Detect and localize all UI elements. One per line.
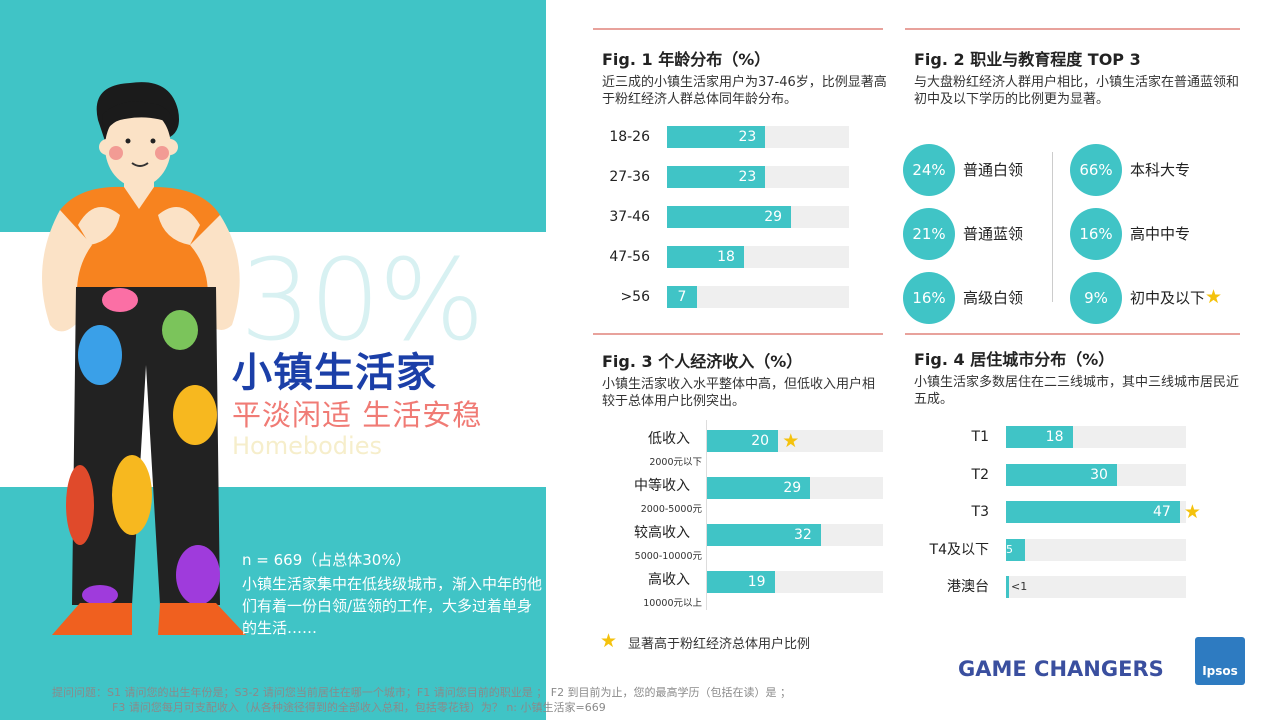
percent-circle: 16% [903, 272, 955, 324]
data-label: 29 [764, 209, 783, 225]
bar: 7 [667, 286, 697, 308]
data-label: 18 [717, 249, 735, 265]
legend-star-icon: ★ [600, 630, 618, 652]
fig2-title: Fig. 2 职业与教育程度 TOP 3 [914, 50, 1141, 69]
circle-label: 本科大专 [1130, 161, 1191, 179]
bar-sublabel: 2000-5000元 [640, 504, 702, 515]
source-note: 提问问题：S1 请问您的出生年份是；S3-2 请问您当前居住在哪一个城市；F1 … [52, 685, 852, 715]
person-illustration [42, 82, 246, 635]
bar: 18 [1006, 426, 1073, 448]
data-label: 19 [747, 574, 766, 590]
fig4-chart: T1 18 T2 30 T3 47 ★ T4及以下 5 港澳台 <1 [905, 426, 1205, 606]
star-icon: ★ [782, 430, 800, 452]
fig3-axis [706, 420, 707, 610]
percent-circle: 9% [1070, 272, 1122, 324]
bar-track [1006, 576, 1186, 598]
segment-title: 小镇生活家 [232, 350, 437, 396]
bar-label: T4及以下 [929, 541, 989, 558]
fig2-divider [1052, 152, 1053, 302]
bar-label: 低收入 [648, 431, 690, 447]
bar: 23 [667, 126, 766, 148]
bar: 30 [1006, 463, 1117, 486]
fig3-top-rule [593, 333, 883, 335]
bar-track [1006, 538, 1186, 561]
bar-label: T1 [971, 429, 989, 445]
fig3-chart: 低收入 2000元以下 20 ★ 中等收入 2000-5000元 29 较高收入 5000-10… [592, 430, 892, 620]
fig4-subtitle: 小镇生活家多数居住在二三线城市，其中三线城市居民近五成。 [914, 375, 1240, 407]
bar-label: T3 [971, 504, 989, 520]
bar-label: >56 [620, 289, 650, 305]
ipsos-logo [1195, 637, 1245, 685]
star-icon: ★ [1205, 286, 1223, 308]
circle-label: 普通白领 [963, 161, 1024, 179]
data-label: <1 [1011, 580, 1028, 593]
data-label: 23 [738, 169, 757, 185]
segment-sample-size: n = 669（占总体30%） [242, 551, 411, 569]
bar: 5 [1006, 538, 1025, 561]
bar: 18 [667, 246, 745, 268]
data-label: 5 [1006, 542, 1013, 556]
circle-label: 普通蓝领 [963, 225, 1024, 243]
bar-track [667, 286, 849, 308]
bar-label: 47-56 [609, 249, 650, 265]
bar: 20 [707, 430, 779, 452]
bar-label: 18-26 [609, 129, 650, 145]
data-label: 20 [751, 433, 770, 449]
bar-sublabel: 10000元以上 [643, 598, 702, 609]
source-note-line-2: F3 请问您每月可支配收入（从各种途径得到的全部收入总和，包括零花钱）为？ n:… [112, 701, 606, 714]
data-label: 23 [738, 129, 757, 145]
bar-label: 中等收入 [634, 478, 690, 494]
data-label: 7 [677, 289, 687, 305]
bar: 29 [667, 206, 792, 228]
data-label: 47 [1152, 504, 1171, 520]
gamechangers-logo: GAME CHANGERS [958, 657, 1164, 681]
fig1-chart: 18-26 23 27-36 23 37-46 29 47-56 18 >56 7 [592, 126, 862, 316]
fig1-subtitle: 近三成的小镇生活家用户为37-46岁，比例显著高于粉红经济人群总体同年龄分布。 [602, 75, 887, 107]
percent-circle: 66% [1070, 144, 1122, 196]
circle-label: 高级白领 [963, 289, 1024, 307]
circle-label: 初中及以下★ [1130, 286, 1223, 308]
fig2-top-rule [905, 28, 1240, 30]
data-label: 29 [783, 480, 802, 496]
percent-circle: 16% [1070, 208, 1122, 260]
bar: 32 [707, 524, 821, 546]
segment-percent-watermark: 30% [240, 236, 485, 366]
bar-sublabel: 2000元以下 [649, 457, 702, 468]
bar: 23 [667, 166, 766, 188]
fig2-subtitle: 与大盘粉红经济人群用户相比，小镇生活家在普通蓝领和初中及以下学历的比例更为显著。 [914, 75, 1240, 107]
segment-description: 小镇生活家集中在低线级城市，渐入中年的他们有着一份白领/蓝领的工作，大多过着单身… [242, 575, 543, 637]
bar-label: 港澳台 [947, 579, 989, 595]
fig2-occupation-list: 24% 普通白领 21% 普通蓝领 16% 高级白领 [903, 144, 1053, 334]
bar: 19 [707, 571, 775, 593]
segment-slogan: 平淡闲适 生活安稳 [232, 398, 483, 432]
fig4-title: Fig. 4 居住城市分布（%） [914, 350, 1115, 369]
data-label: 30 [1090, 466, 1108, 483]
bar-label: 高收入 [648, 572, 690, 588]
bar-label: 较高收入 [634, 525, 690, 541]
circle-label: 高中中专 [1130, 225, 1191, 243]
fig4-top-rule [905, 333, 1240, 335]
ipsos-logo-text: Ipsos [1202, 664, 1238, 678]
fig2-education-list: 66% 本科大专 16% 高中中专 9% 初中及以下★ [1070, 144, 1240, 334]
star-icon: ★ [1183, 501, 1201, 523]
fig3-title: Fig. 3 个人经济收入（%） [602, 352, 803, 371]
source-note-line-1: 提问问题：S1 请问您的出生年份是；S3-2 请问您当前居住在哪一个城市；F1 … [52, 686, 792, 699]
bar-label: 37-46 [609, 209, 650, 225]
percent-circle: 21% [903, 208, 955, 260]
bar-sublabel: 5000-10000元 [634, 551, 702, 562]
bar: <1 [1006, 576, 1027, 598]
bar-label: T2 [971, 466, 989, 483]
data-label: 18 [1045, 429, 1064, 445]
fig1-top-rule [593, 28, 883, 30]
data-label: 32 [793, 527, 812, 543]
bar: 29 [707, 477, 811, 499]
legend-star-text: 显著高于粉红经济总体用户比例 [628, 637, 811, 652]
bar: 47 [1006, 501, 1180, 523]
fig1-title: Fig. 1 年龄分布（%） [602, 50, 771, 69]
percent-circle: 24% [903, 144, 955, 196]
segment-english-name: Homebodies [232, 432, 382, 460]
fig3-subtitle: 小镇生活家收入水平整体中高，但低收入用户相较于总体用户比例突出。 [602, 377, 876, 409]
bar-label: 27-36 [609, 169, 650, 185]
